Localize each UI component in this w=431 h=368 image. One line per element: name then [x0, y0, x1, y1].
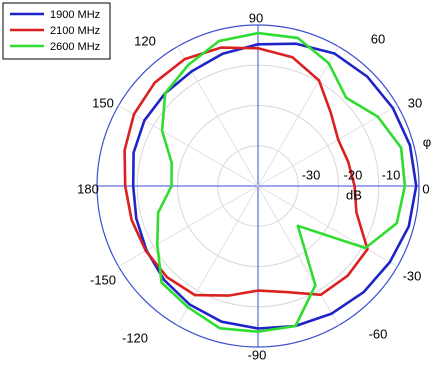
- tick-labels: 90 60 30 0 -30 -60 -90 -120 -150 180 150 120 -30 -20 -…: [77, 10, 431, 362]
- angle-tick-label: -30: [403, 268, 422, 283]
- series-1900-mhz-line: [131, 42, 418, 330]
- angle-spoke: [257, 185, 339, 326]
- angle-spoke: [118, 105, 259, 187]
- legend-label-1900-mhz: 1900 MHz: [50, 9, 100, 21]
- angle-tick-label: 90: [249, 10, 263, 25]
- radial-tick-label: -20: [344, 167, 363, 182]
- angle-tick-label: 0: [422, 181, 429, 196]
- polar-grid: [96, 24, 420, 348]
- angle-tick-label: 120: [134, 33, 156, 48]
- angle-spoke: [257, 46, 339, 187]
- angle-tick-label: 30: [408, 95, 422, 110]
- series-layer: [123, 31, 418, 333]
- angular-axis-label: φ: [423, 134, 431, 149]
- angle-tick-label: -120: [122, 330, 148, 345]
- angle-spoke: [177, 185, 259, 326]
- angle-spoke: [257, 185, 398, 267]
- radial-axis-label: dB: [346, 187, 362, 202]
- radial-tick-label: -30: [302, 167, 321, 182]
- legend-label-2100-mhz: 2100 MHz: [50, 25, 100, 37]
- angle-tick-label: -60: [369, 326, 388, 341]
- angle-spoke: [118, 185, 259, 267]
- angle-tick-label: -90: [248, 347, 267, 362]
- radial-tick-label: -10: [382, 167, 401, 182]
- angle-spoke: [257, 105, 398, 187]
- angle-tick-label: -150: [90, 272, 116, 287]
- angle-spoke: [177, 46, 259, 187]
- legend: 1900 MHz 2100 MHz 2600 MHz: [2, 2, 111, 60]
- series-2100-mhz-line: [123, 46, 369, 297]
- angle-tick-label: 180: [77, 181, 99, 196]
- angle-tick-label: 150: [92, 95, 114, 110]
- legend-label-2600-mhz: 2600 MHz: [50, 41, 100, 53]
- angle-tick-label: 60: [371, 31, 385, 46]
- series-2600-mhz-line: [156, 31, 407, 333]
